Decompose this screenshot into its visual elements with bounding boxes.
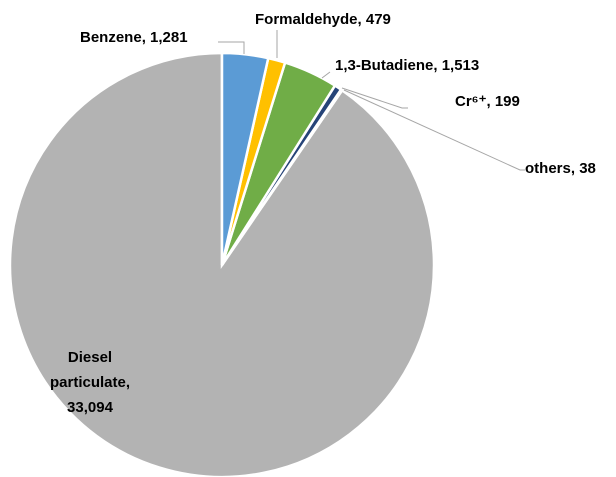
leader-line xyxy=(341,87,408,109)
category-label: 1,3-Butadiene xyxy=(335,57,442,74)
data-label: Formaldehyde479 xyxy=(255,7,391,32)
category-label: others xyxy=(525,160,579,177)
category-label: Cr⁶⁺ xyxy=(455,93,495,110)
category-label: Formaldehyde xyxy=(255,11,366,28)
data-label: 1,3-Butadiene1,513 xyxy=(335,53,479,78)
value-label: 1,281 xyxy=(150,29,188,46)
value-label: 479 xyxy=(365,11,391,28)
data-label: Cr⁶⁺199 xyxy=(455,89,520,114)
value-label: 199 xyxy=(494,93,520,110)
category-label: Benzene xyxy=(80,29,150,46)
value-label: 38 xyxy=(579,160,596,177)
data-label: Benzene1,281 xyxy=(80,25,188,50)
data-label: Diesel particulate 33,094 xyxy=(30,345,150,420)
leader-line xyxy=(321,71,331,79)
leader-line xyxy=(343,89,525,171)
data-label: others38 xyxy=(525,156,596,181)
category-label: Diesel particulate xyxy=(50,349,130,391)
leader-line xyxy=(218,41,245,54)
value-label: 1,513 xyxy=(441,57,480,74)
value-label: 33,094 xyxy=(67,399,113,416)
pie-slice xyxy=(220,51,270,266)
